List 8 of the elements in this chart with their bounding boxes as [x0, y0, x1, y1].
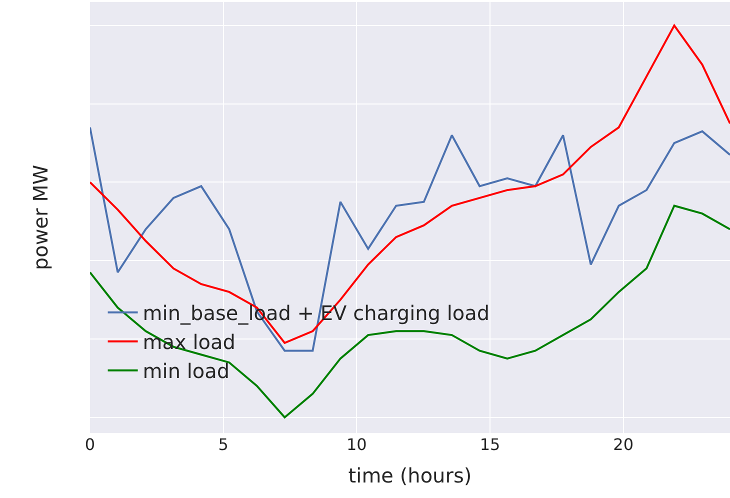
- x-tick-label: 10: [346, 435, 367, 454]
- legend-label: min load: [142, 359, 230, 384]
- x-tick-label: 0: [84, 435, 96, 454]
- y-axis-title: power MW: [28, 164, 52, 270]
- x-tick-label: 5: [218, 435, 228, 454]
- x-axis-title: time (hours): [348, 464, 472, 488]
- x-tick-label: 15: [480, 435, 500, 454]
- x-tick-label: 20: [613, 435, 634, 454]
